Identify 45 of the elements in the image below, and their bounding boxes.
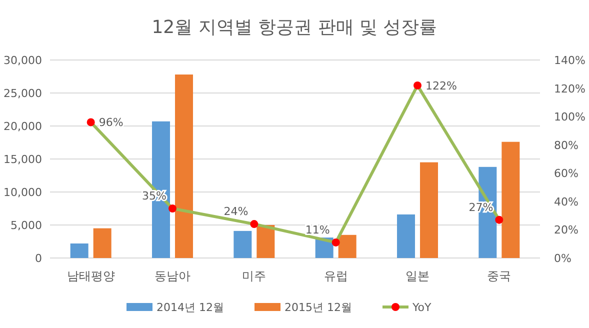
- bar: [234, 230, 252, 258]
- bar: [420, 162, 438, 258]
- y-tick-label: 0: [35, 252, 42, 265]
- x-tick-label: 남태평양: [66, 269, 115, 283]
- data-label: 11%: [305, 223, 330, 236]
- y2-tick-label: 120%: [554, 82, 586, 96]
- x-tick-label: 중국: [487, 269, 512, 283]
- data-label: 122%: [426, 79, 457, 92]
- x-tick-label: 미주: [242, 269, 266, 283]
- y-tick-label: 5,000: [10, 219, 42, 232]
- y-tick-label: 20,000: [4, 120, 42, 133]
- y2-tick-label: 20%: [554, 224, 578, 237]
- bar: [397, 214, 415, 258]
- bar: [93, 228, 112, 258]
- y-tick-label: 25,000: [4, 87, 42, 100]
- y2-tick-label: 60%: [554, 167, 578, 180]
- chart-title: 12월 지역별 항공권 판매 및 성장률: [152, 17, 438, 38]
- y-tick-label: 30,000: [4, 54, 42, 67]
- x-tick-label: 일본: [406, 269, 430, 283]
- y2-tick-label: 80%: [554, 138, 578, 152]
- point: [168, 204, 176, 212]
- point: [414, 81, 422, 90]
- bar: [502, 142, 520, 258]
- legend-label: YoY: [412, 301, 432, 314]
- point: [86, 118, 95, 126]
- y-tick-label: 10,000: [4, 186, 42, 199]
- bar: [175, 74, 193, 258]
- point: [495, 216, 504, 224]
- data-label: 96%: [98, 116, 124, 130]
- y-tick-label: 15,000: [4, 153, 42, 166]
- bar: [338, 234, 356, 258]
- bar: [256, 225, 275, 258]
- data-label: 35%: [142, 190, 166, 202]
- y2-tick-label: 140%: [554, 54, 586, 67]
- y2-tick-label: 40%: [554, 195, 578, 208]
- legend-label: 2014년 12월: [156, 301, 224, 314]
- legend-label: 2015년 12월: [284, 301, 352, 314]
- data-label: 24%: [224, 205, 248, 218]
- x-tick-label: 유럽: [324, 269, 348, 283]
- y2-tick-label: 100%: [554, 110, 586, 124]
- bar: [70, 243, 88, 258]
- point: [332, 238, 340, 246]
- point: [250, 220, 258, 228]
- x-tick-label: 동남아: [154, 269, 190, 283]
- y2-tick-label: 0%: [554, 252, 572, 265]
